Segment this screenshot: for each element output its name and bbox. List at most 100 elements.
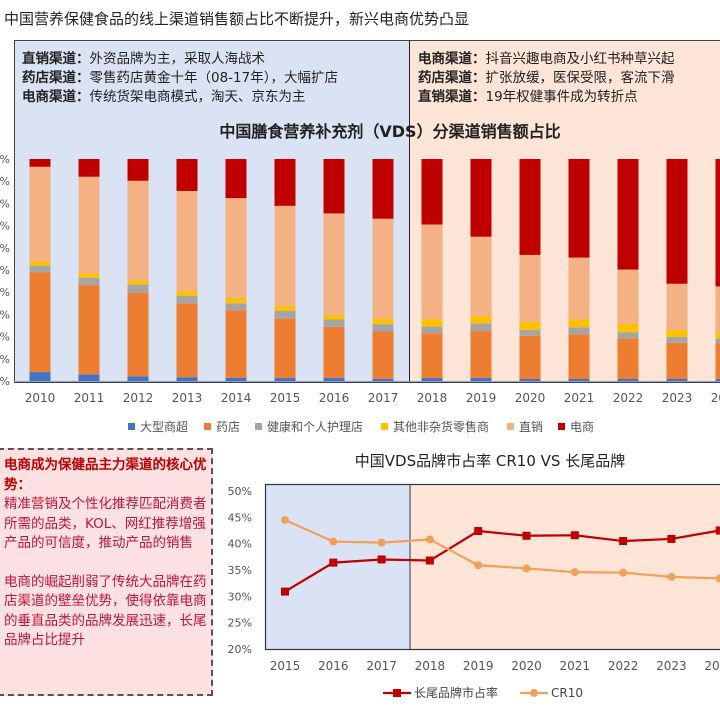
bar-segment-2023 — [666, 329, 688, 337]
legend-marker — [393, 689, 401, 697]
note-text: 外资品牌为主，采取人海战术 — [89, 51, 266, 67]
note-text: 抖音兴趣电商及小红书种草兴起 — [485, 51, 675, 67]
bar-segment-2021 — [568, 257, 590, 320]
bar-segment-2022 — [617, 379, 639, 381]
line-chart-title: 中国VDS品牌市占率 CR10 VS 长尾品牌 — [355, 452, 625, 470]
period-after-2018 — [410, 484, 720, 649]
bar-segment-2019 — [470, 377, 492, 381]
note-label: 药店渠道： — [22, 70, 90, 86]
y-tick-label: 30% — [228, 590, 252, 603]
bar-segment-2018 — [421, 159, 443, 225]
note-line: 电商渠道：传统货架电商模式，淘天、京东为主 — [22, 88, 338, 107]
x-tick-label: 2022 — [608, 659, 639, 673]
x-tick-label: 2010 — [25, 391, 56, 405]
bar-segment-2012 — [127, 284, 149, 293]
x-tick-label: 2017 — [366, 659, 397, 673]
bar-segment-2020 — [519, 335, 541, 380]
bar-segment-2024 — [715, 343, 720, 380]
y-tick-label: 20% — [0, 331, 10, 344]
x-tick-label: 2024 — [711, 391, 720, 405]
x-tick-label: 2023 — [662, 391, 693, 405]
x-tick-label: 2012 — [123, 391, 154, 405]
legend-swatch — [507, 423, 514, 430]
bar-segment-2019 — [470, 236, 492, 316]
bar-segment-2011 — [78, 159, 100, 177]
bar-segment-2018 — [421, 326, 443, 334]
bar-segment-2018 — [421, 377, 443, 381]
bar-segment-2011 — [78, 374, 100, 381]
bar-segment-2021 — [568, 334, 590, 380]
bar-segment-2022 — [617, 338, 639, 380]
note-label: 药店渠道： — [418, 70, 486, 86]
bar-segment-2021 — [568, 327, 590, 335]
bar-segment-2018 — [421, 333, 443, 378]
y-tick-label: 100% — [0, 153, 10, 166]
data-point-2023 — [667, 534, 676, 543]
bar-segment-2017 — [372, 218, 394, 319]
notes-before-2018: 直销渠道：外资品牌为主，采取人海战术 药店渠道：零售药店黄金十年（08-17年）… — [22, 50, 338, 107]
insight-box: 电商成为保健品主力渠道的核心优势： 精准营销及个性化推荐匹配消费者所需的品类，K… — [0, 448, 213, 696]
bar-segment-2012 — [127, 280, 149, 285]
bar-segment-2024 — [715, 286, 720, 333]
bar-segment-2018 — [421, 224, 443, 320]
y-tick-label: 20% — [228, 643, 252, 656]
y-tick-label: 50% — [0, 264, 10, 277]
data-point-2019 — [474, 527, 483, 536]
bar-segment-2023 — [666, 379, 688, 381]
bar-segment-2019 — [470, 159, 492, 237]
legend-label: 药店 — [216, 420, 240, 434]
y-tick-label: 40% — [228, 538, 252, 551]
page-title: 中国营养保健食品的线上渠道销售额占比不断提升，新兴电商优势凸显 — [4, 10, 470, 28]
bar-segment-2017 — [372, 324, 394, 332]
x-tick-label: 2019 — [466, 391, 497, 405]
insight-para-2: 电商的崛起削弱了传统大品牌在药店渠道的壁垒优势，使得依靠电商的垂直品类的品牌发展… — [4, 573, 207, 649]
y-tick-label: 50% — [228, 485, 252, 498]
data-point-2021 — [570, 568, 579, 577]
legend-label: 其他非杂货零售商 — [393, 419, 489, 434]
bar-segment-2014 — [225, 159, 247, 199]
bar-segment-2023 — [666, 159, 688, 284]
y-tick-label: 70% — [0, 220, 10, 233]
x-tick-label: 2014 — [221, 391, 252, 405]
note-text: 扩张放缓，医保受限，客流下滑 — [485, 70, 675, 86]
y-tick-label: 25% — [228, 617, 252, 630]
bar-segment-2010 — [29, 166, 51, 262]
bar-chart-title: 中国膳食营养补充剂（VDS）分渠道销售额占比 — [219, 122, 561, 141]
y-tick-label: 60% — [0, 242, 10, 255]
bar-segment-2014 — [225, 310, 247, 378]
bar-segment-2014 — [225, 198, 247, 298]
bar-segment-2020 — [519, 379, 541, 381]
bar-segment-2019 — [470, 323, 492, 332]
bar-segment-2018 — [421, 319, 443, 327]
y-tick-label: 0% — [0, 375, 10, 388]
bar-segment-2016 — [323, 213, 345, 315]
data-point-2022 — [619, 537, 628, 546]
data-point-2022 — [619, 568, 628, 577]
y-tick-label: 40% — [0, 286, 10, 299]
bar-segment-2011 — [78, 277, 100, 286]
note-line: 直销渠道：外资品牌为主，采取人海战术 — [22, 50, 338, 69]
note-label: 电商渠道： — [418, 51, 486, 67]
bar-segment-2012 — [127, 376, 149, 381]
x-tick-label: 2018 — [417, 391, 448, 405]
bar-segment-2022 — [617, 332, 639, 339]
bar-segment-2013 — [176, 295, 198, 304]
bar-segment-2023 — [666, 283, 688, 330]
bar-segment-2010 — [29, 265, 51, 273]
data-point-2023 — [667, 572, 676, 581]
bar-segment-2020 — [519, 329, 541, 336]
x-tick-label: 2019 — [463, 659, 494, 673]
bar-segment-2024 — [715, 379, 720, 381]
series-line-CR10 — [284, 518, 720, 580]
x-tick-label: 2020 — [511, 659, 542, 673]
bar-segment-2013 — [176, 159, 198, 191]
bar-segment-2010 — [29, 272, 51, 373]
legend-swatch — [558, 423, 565, 430]
bar-segment-2021 — [568, 379, 590, 381]
bar-segment-2013 — [176, 291, 198, 296]
data-point-2024 — [715, 526, 720, 535]
bar-segment-2016 — [323, 314, 345, 320]
y-tick-label: 80% — [0, 197, 10, 210]
bar-segment-2015 — [274, 310, 296, 319]
bar-segment-2015 — [274, 305, 296, 311]
